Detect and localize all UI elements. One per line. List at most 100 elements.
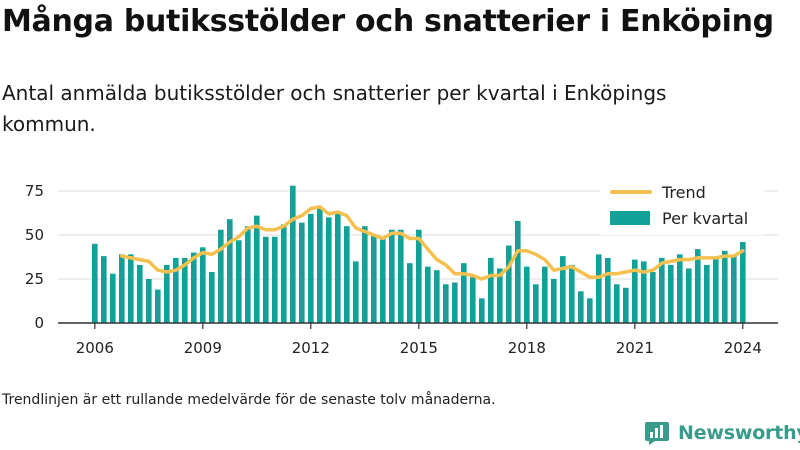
bar (137, 264, 143, 323)
bar (191, 252, 197, 323)
legend-background (600, 179, 764, 235)
y-tick-label: 0 (34, 314, 44, 332)
bar (488, 257, 494, 323)
bar (713, 257, 719, 323)
bar (641, 261, 647, 323)
x-tick-label: 2012 (292, 339, 330, 357)
bar (146, 279, 152, 323)
bar (461, 263, 467, 323)
bar (308, 213, 314, 323)
bar (299, 222, 305, 323)
bar (677, 254, 683, 323)
legend-trend-label: Trend (661, 183, 706, 202)
legend: Trend Per kvartal (600, 179, 764, 235)
bar (263, 236, 269, 323)
bar (434, 270, 440, 323)
bar (560, 256, 566, 323)
bar (632, 259, 638, 323)
bar (704, 264, 710, 323)
bar (362, 226, 368, 323)
bar (164, 264, 170, 323)
bar (254, 215, 260, 323)
chart-title: Många butiksstölder och snatterier i Enk… (2, 4, 774, 39)
y-tick-label: 25 (25, 270, 44, 288)
chart: 0 25 50 75 2006 2009 2012 2015 2018 2021 2024 Tren… (25, 179, 778, 357)
bar (497, 268, 503, 323)
newsworthy-logo-icon (645, 422, 669, 445)
bars (92, 185, 746, 323)
bar (155, 289, 161, 323)
bar (587, 298, 593, 323)
bar (623, 287, 629, 323)
bar (182, 257, 188, 323)
bar (416, 229, 422, 323)
legend-bar-swatch (610, 211, 650, 225)
bar (110, 273, 116, 323)
bar (335, 212, 341, 323)
bar (101, 256, 107, 323)
bar (542, 266, 548, 323)
bar (479, 298, 485, 323)
bar (326, 217, 332, 323)
bar (605, 257, 611, 323)
footnote: Trendlinjen är ett rullande medelvärde f… (2, 392, 496, 408)
bar (524, 266, 530, 323)
bar (659, 257, 665, 323)
bar (515, 220, 521, 323)
legend-bar-label: Per kvartal (662, 209, 748, 228)
trend-layer (120, 205, 745, 281)
bar (668, 264, 674, 323)
x-tick-label: 2015 (400, 339, 438, 357)
bar (506, 245, 512, 323)
trend-line (120, 205, 745, 281)
x-tick-label: 2018 (508, 339, 546, 357)
bar (425, 266, 431, 323)
bar (344, 226, 350, 323)
bar (389, 229, 395, 323)
newsworthy-logo: Newsworthy (644, 420, 800, 446)
bar (533, 284, 539, 323)
x-tick-label: 2006 (76, 339, 114, 357)
bar (209, 271, 215, 323)
bar (686, 268, 692, 323)
bar (119, 254, 125, 323)
bar (731, 256, 737, 323)
bar (722, 250, 728, 323)
bar (353, 261, 359, 323)
bar (695, 249, 701, 323)
bar (740, 242, 746, 323)
bar (272, 236, 278, 323)
bar (407, 263, 413, 323)
bar (92, 243, 98, 323)
bar (236, 240, 242, 323)
bar (245, 226, 251, 323)
bar (398, 229, 404, 323)
bar (173, 257, 179, 323)
bar (650, 271, 656, 323)
bar (227, 219, 233, 323)
bar (578, 291, 584, 323)
bar (470, 277, 476, 323)
newsworthy-logo-text: Newsworthy (678, 422, 800, 444)
y-tick-label: 50 (25, 226, 44, 244)
x-tick-label: 2009 (184, 339, 222, 357)
bar (551, 279, 557, 323)
y-tick-label: 75 (25, 182, 44, 200)
bar (371, 235, 377, 323)
bar (218, 229, 224, 323)
bar (569, 264, 575, 323)
bar (290, 185, 296, 323)
chart-subtitle: Antal anmälda butiksstölder och snatteri… (2, 81, 667, 136)
x-tick-label: 2024 (724, 339, 762, 357)
bar (200, 247, 206, 323)
bar (317, 208, 323, 323)
axes: 0 25 50 75 2006 2009 2012 2015 2018 2021 2024 (25, 182, 778, 357)
bar (443, 284, 449, 323)
bar (380, 238, 386, 323)
x-tick-label: 2021 (616, 339, 654, 357)
bar (596, 254, 602, 323)
bar (614, 284, 620, 323)
bar (281, 224, 287, 323)
bar (128, 254, 134, 323)
bar (452, 282, 458, 323)
